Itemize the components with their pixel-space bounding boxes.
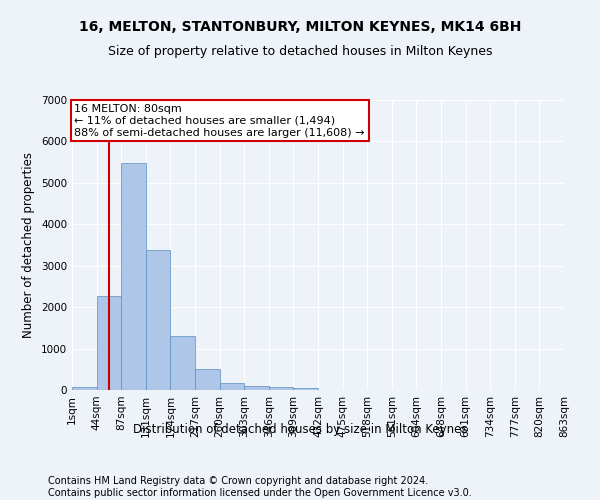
Bar [195,370,220,390]
Bar [220,383,244,390]
Text: Distribution of detached houses by size in Milton Keynes: Distribution of detached houses by size … [133,422,467,436]
Y-axis label: Number of detached properties: Number of detached properties [22,152,35,338]
Bar [293,388,318,390]
Text: Size of property relative to detached houses in Milton Keynes: Size of property relative to detached ho… [108,45,492,58]
Bar [72,387,97,390]
Bar [146,250,170,390]
Text: 16, MELTON, STANTONBURY, MILTON KEYNES, MK14 6BH: 16, MELTON, STANTONBURY, MILTON KEYNES, … [79,20,521,34]
Text: 16 MELTON: 80sqm
← 11% of detached houses are smaller (1,494)
88% of semi-detach: 16 MELTON: 80sqm ← 11% of detached house… [74,104,365,138]
Bar [269,388,293,390]
Bar [121,163,146,390]
Bar [244,386,269,390]
Text: Contains HM Land Registry data © Crown copyright and database right 2024.
Contai: Contains HM Land Registry data © Crown c… [48,476,472,498]
Bar [97,296,121,390]
Bar [170,336,195,390]
